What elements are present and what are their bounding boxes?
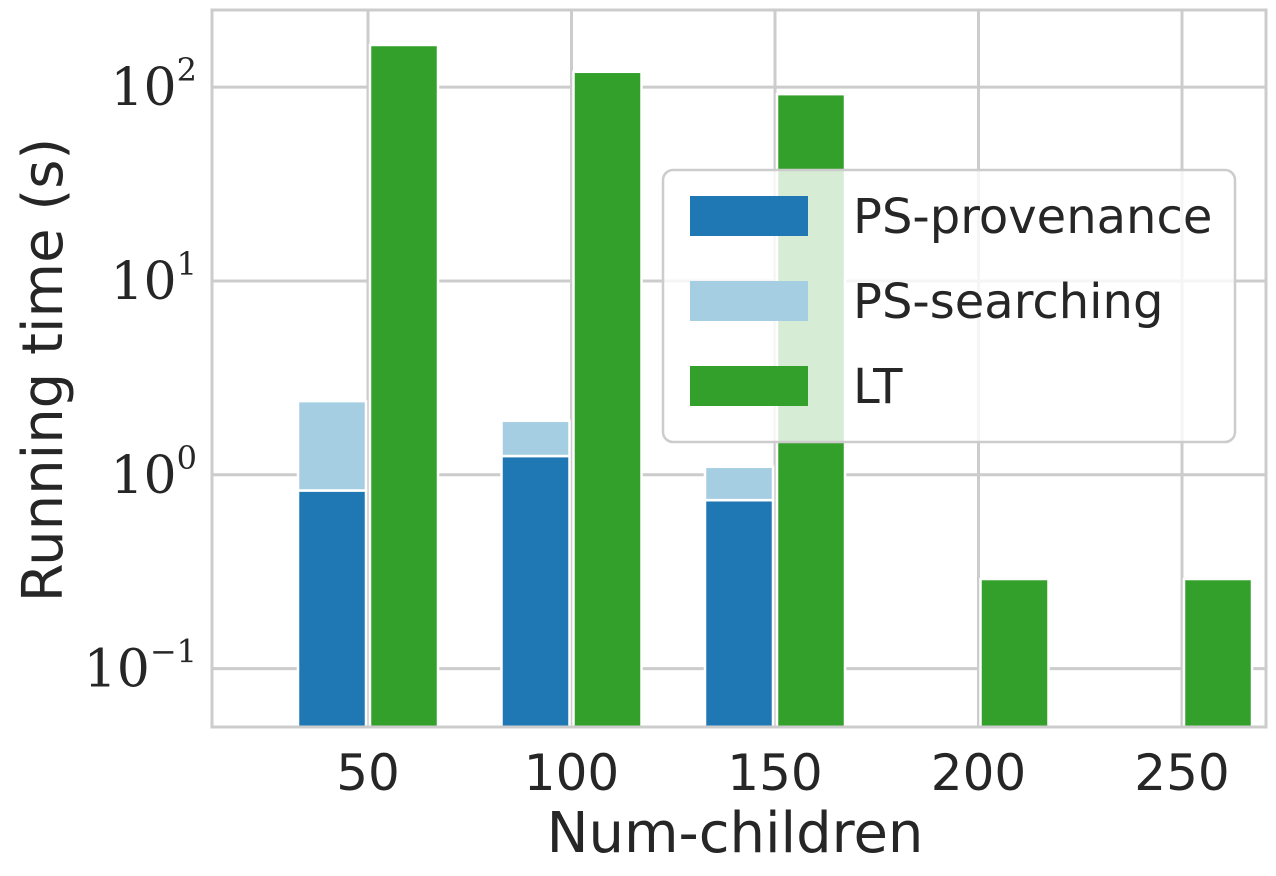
bar-lt-200 xyxy=(979,577,1050,729)
plot-frame xyxy=(210,8,1268,729)
y-tick-label-0: 10−1 xyxy=(84,633,197,700)
bar-ps-provenance-50 xyxy=(296,489,368,729)
bar-ps-provenance-150 xyxy=(703,498,775,729)
y-tick-label-1: 100 xyxy=(110,439,197,506)
x-tick-label-150: 150 xyxy=(727,744,822,802)
legend-label-lt: LT xyxy=(853,359,903,415)
bar-lt-250 xyxy=(1182,577,1254,729)
legend-label-ps-provenance: PS-provenance xyxy=(853,189,1212,245)
bar-lt-100 xyxy=(572,70,643,729)
legend: PS-provenance PS-searching LT xyxy=(661,168,1237,444)
y-tick-label-3: 102 xyxy=(110,51,197,118)
x-tick-label-200: 200 xyxy=(931,744,1026,802)
y-tick-label-2: 101 xyxy=(110,245,197,312)
bar-ps-searching-50 xyxy=(296,399,368,492)
x-tick-labels: 50 100 150 200 250 xyxy=(336,744,1230,802)
bar-ps-searching-150 xyxy=(703,465,775,502)
legend-swatch-ps-searching xyxy=(690,281,808,321)
legend-swatch-ps-provenance xyxy=(690,196,808,236)
legend-swatch-lt xyxy=(690,366,808,406)
y-tick-labels: 10−1 100 101 102 xyxy=(84,51,197,700)
x-tick-label-250: 250 xyxy=(1134,744,1229,802)
bar-ps-searching-100 xyxy=(500,419,571,458)
bar-lt-50 xyxy=(368,43,440,729)
x-axis-label: Num-children xyxy=(547,801,924,866)
y-axis-label: Running time (s) xyxy=(11,138,76,602)
legend-label-ps-searching: PS-searching xyxy=(853,274,1163,330)
x-tick-label-50: 50 xyxy=(336,744,400,802)
x-tick-label-100: 100 xyxy=(524,744,619,802)
bar-ps-provenance-100 xyxy=(500,454,571,729)
